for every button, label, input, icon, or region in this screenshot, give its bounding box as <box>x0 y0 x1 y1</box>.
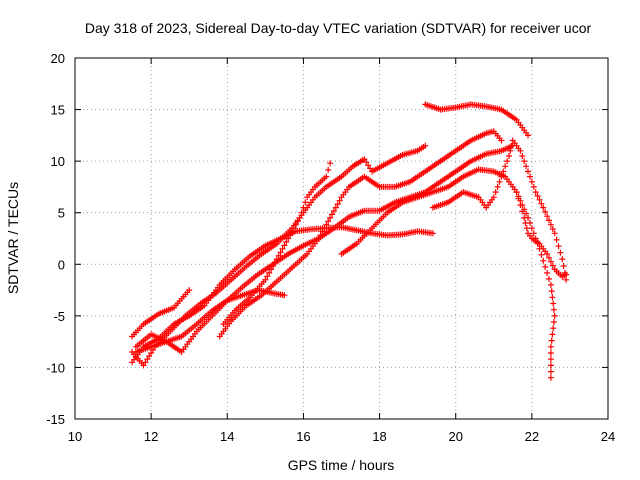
series-markers <box>129 287 193 340</box>
plot-frame <box>74 57 609 420</box>
data-series <box>129 101 570 381</box>
series-track-8 <box>338 166 558 381</box>
y-tick-label: 10 <box>51 154 65 169</box>
series-track-7 <box>220 160 334 328</box>
series-track-10 <box>429 137 570 283</box>
grid-lines <box>75 58 608 419</box>
x-tick-label: 24 <box>601 429 615 444</box>
y-tick-label: 0 <box>58 257 65 272</box>
series-markers <box>220 160 334 328</box>
y-tick-label: 5 <box>58 206 65 221</box>
series-track-9 <box>422 101 531 139</box>
series-markers <box>422 101 531 139</box>
series-track-4 <box>132 142 516 355</box>
x-tick-label: 12 <box>144 429 158 444</box>
series-markers <box>132 287 288 355</box>
x-tick-label: 10 <box>68 429 82 444</box>
series-track-1 <box>129 287 193 340</box>
series-markers <box>216 128 505 340</box>
x-tick-label: 14 <box>220 429 234 444</box>
series-track-11 <box>513 189 570 280</box>
series-track-5 <box>132 287 288 355</box>
series-markers <box>513 189 570 280</box>
series-markers <box>338 166 558 381</box>
y-tick-label: -10 <box>46 360 65 375</box>
x-axis-label: GPS time / hours <box>288 457 395 473</box>
axis-ticks: 10 12 14 16 18 20 22 24 -15 -10 -5 0 5 10 15 20 <box>46 51 615 444</box>
chart-title: Day 318 of 2023, Sidereal Day-to-day VTE… <box>85 20 592 36</box>
series-markers <box>132 142 516 355</box>
x-tick-label: 16 <box>296 429 310 444</box>
series-track-6 <box>216 128 505 340</box>
y-tick-label: -15 <box>46 412 65 427</box>
x-tick-label: 20 <box>448 429 462 444</box>
series-markers <box>429 137 570 283</box>
x-tick-label: 18 <box>372 429 386 444</box>
x-tick-label: 22 <box>525 429 539 444</box>
y-tick-label: -5 <box>53 309 65 324</box>
y-axis-label: SDTVAR / TECUs <box>5 182 21 294</box>
y-tick-label: 15 <box>51 103 65 118</box>
y-tick-label: 20 <box>51 51 65 66</box>
